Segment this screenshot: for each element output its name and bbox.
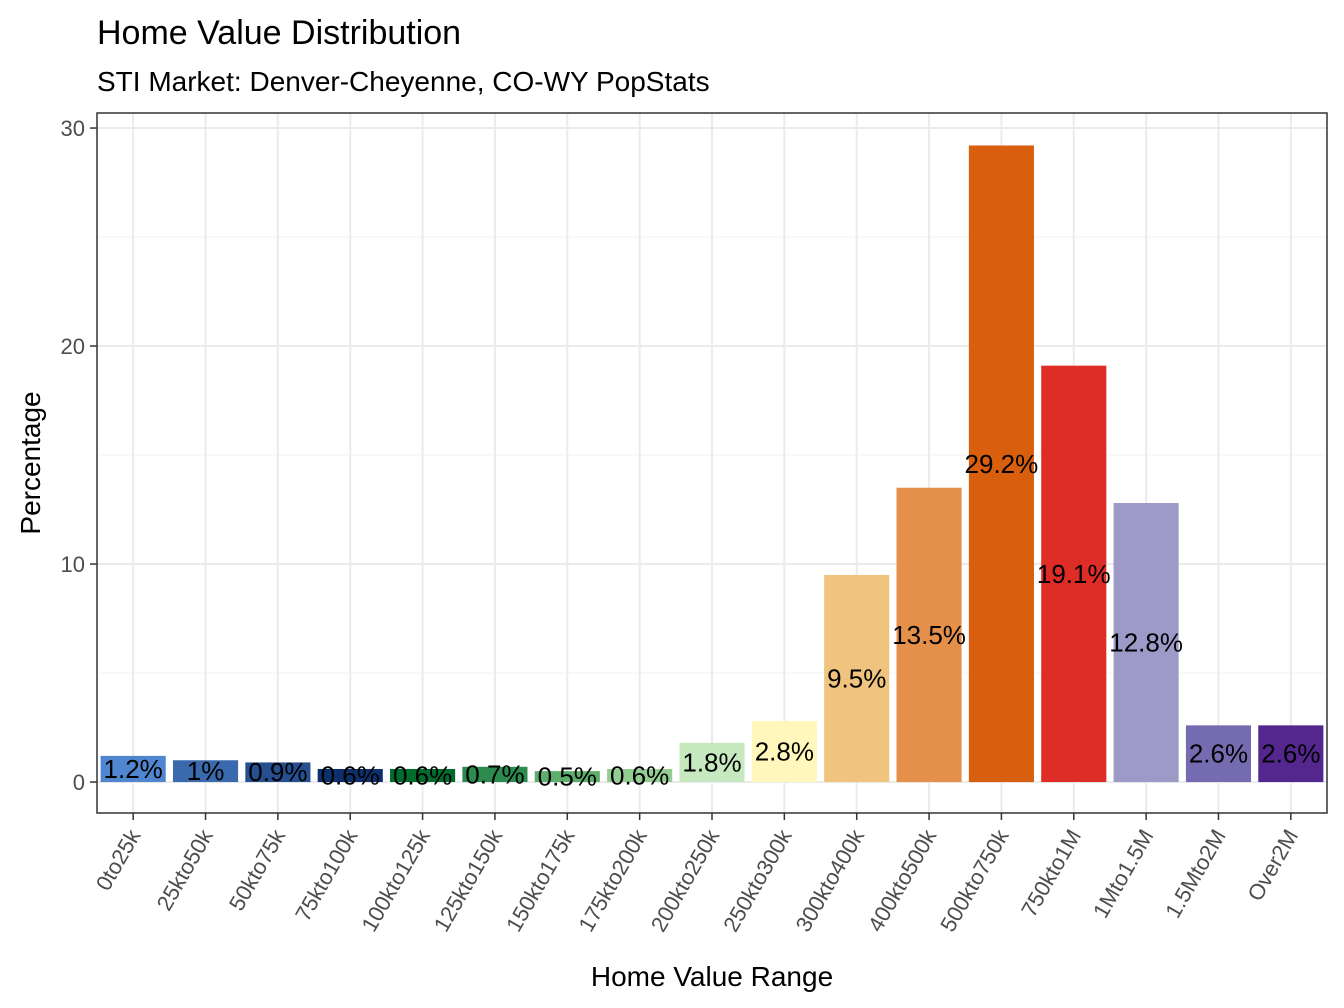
data-label-150kto175k: 0.5% (538, 762, 597, 792)
x-tick-label: 100kto125k (356, 824, 435, 936)
data-label-0to25k: 1.2% (104, 754, 163, 784)
x-tick-label: 300kto400k (791, 824, 870, 936)
bars (100, 145, 1324, 783)
data-label-200kto250k: 1.8% (682, 747, 741, 777)
x-tick-label: 75kto100k (290, 824, 363, 925)
data-label-75kto100k: 0.6% (321, 761, 380, 791)
y-tick-label: 30 (61, 116, 85, 141)
data-label-300kto400k: 9.5% (827, 663, 886, 693)
x-tick-label: 1Mto1.5M (1088, 825, 1159, 922)
data-label-175kto200k: 0.6% (610, 761, 669, 791)
x-tick-label: 125kto150k (429, 824, 508, 936)
bar-500kto750k (968, 145, 1034, 783)
x-tick-label: 1.5Mto2M (1160, 825, 1231, 922)
data-label-1.5Mto2M: 2.6% (1189, 739, 1248, 769)
chart-title: Home Value Distribution (97, 14, 461, 52)
y-tick-label: 20 (61, 334, 85, 359)
data-label-500kto750k: 29.2% (965, 449, 1039, 479)
bar-125kto150k (462, 766, 528, 783)
bar-Over2M (1258, 725, 1324, 783)
data-label-1Mto1.5M: 12.8% (1109, 628, 1183, 658)
x-tick-label: 200kto250k (646, 824, 725, 936)
bar-100kto125k (390, 768, 456, 783)
bar-1Mto1.5M (1113, 503, 1179, 783)
data-labels: 1.2% 1% 0.9% 0.6% 0.6% 0.7% 0.5% 0.6% 1.8% 2.8% 9.… (104, 449, 1321, 792)
bar-1.5Mto2M (1185, 725, 1252, 783)
data-label-Over2M: 2.6% (1261, 739, 1320, 769)
data-label-100kto125k: 0.6% (393, 761, 452, 791)
y-axis-label: Percentage (15, 391, 46, 534)
bar-175kto200k (607, 768, 673, 783)
chart-subtitle: STI Market: Denver-Cheyenne, CO-WY PopSt… (97, 66, 710, 97)
bar-400kto500k (896, 487, 962, 783)
x-tick-label: 750kto1M (1016, 825, 1086, 921)
x-axis-label: Home Value Range (591, 961, 833, 992)
data-label-250kto300k: 2.8% (755, 737, 814, 767)
bar-750kto1M (1041, 365, 1107, 783)
y-tick-label: 10 (61, 552, 85, 577)
bar-200kto250k (679, 742, 745, 783)
data-label-125kto150k: 0.7% (465, 759, 524, 789)
bar-150kto175k (534, 771, 600, 783)
bar-250kto300k (751, 721, 817, 783)
x-tick-label: 250kto300k (718, 824, 797, 936)
bar-50kto75k (245, 762, 311, 783)
x-tick-label: 175kto200k (573, 824, 652, 936)
data-label-750kto1M: 19.1% (1037, 559, 1111, 589)
x-tick-label: 0to25k (91, 824, 146, 895)
bar-300kto400k (824, 574, 890, 783)
x-tick-label: 500kto750k (935, 824, 1014, 936)
x-tick-label: 400kto500k (863, 824, 942, 936)
x-tick-label: 25kto50k (152, 824, 219, 915)
data-label-25kto50k: 1% (187, 756, 225, 786)
data-label-400kto500k: 13.5% (892, 620, 966, 650)
bar-0to25k (100, 755, 166, 783)
data-label-50kto75k: 0.9% (248, 757, 307, 787)
x-tick-label: Over2M (1242, 825, 1303, 905)
bar-25kto50k (172, 760, 239, 783)
x-tick-label: 50kto75k (224, 824, 291, 915)
x-tick-label: 150kto175k (501, 824, 580, 936)
y-tick-label: 0 (73, 770, 85, 795)
bar-75kto100k (317, 768, 383, 783)
